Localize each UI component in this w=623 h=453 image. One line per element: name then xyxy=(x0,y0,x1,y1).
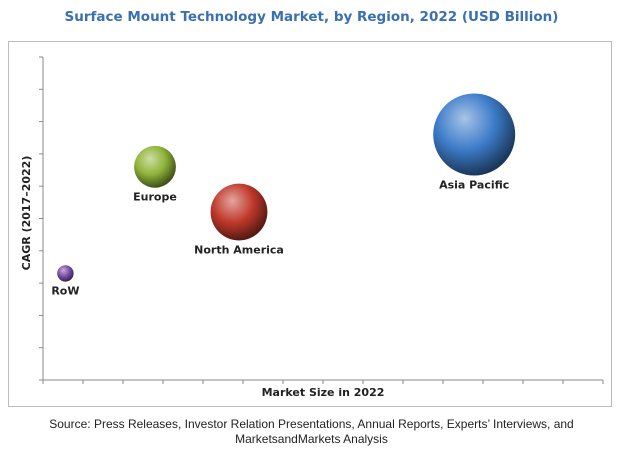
bubble-label-asia-pacific: Asia Pacific xyxy=(439,179,509,192)
axes xyxy=(39,56,604,384)
bubble-north-america xyxy=(210,183,268,241)
x-axis-label: Market Size in 2022 xyxy=(262,386,385,399)
bubble-label-north-america: North America xyxy=(194,243,284,256)
y-axis-label: CAGR (2017–2022) xyxy=(20,156,33,271)
bubble-europe xyxy=(134,145,176,188)
bubble-chart: RoW Europe North America Asia Pacific Marke… xyxy=(20,56,604,399)
chart-frame xyxy=(8,41,612,407)
bubble-row xyxy=(57,265,74,282)
chart-title: Surface Mount Technology Market, by Regi… xyxy=(64,9,559,25)
bubble-label-europe: Europe xyxy=(133,191,177,204)
bubble-asia-pacific xyxy=(433,93,516,176)
source-note: Source: Press Releases, Investor Relatio… xyxy=(49,417,574,446)
bubble-label-row: RoW xyxy=(51,285,79,298)
bubbles: RoW Europe North America Asia Pacific xyxy=(51,93,516,298)
